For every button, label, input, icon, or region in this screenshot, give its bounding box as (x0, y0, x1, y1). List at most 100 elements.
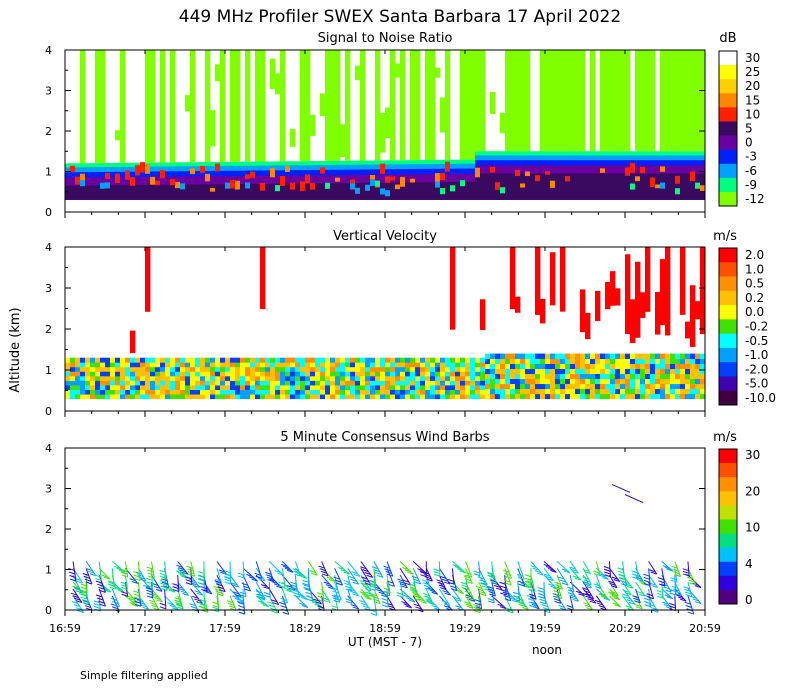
velocity-cell (165, 366, 171, 372)
snr-cell (525, 50, 531, 152)
velocity-cell (565, 353, 571, 360)
velocity-cell (375, 366, 381, 372)
snr-cell (660, 182, 666, 189)
wind-barb-feather (97, 583, 104, 587)
velocity-cell (70, 389, 76, 395)
wind-barb-feather (497, 603, 504, 607)
wind-barb-feather (618, 577, 625, 581)
snr-cell (700, 50, 706, 152)
wind-barb-feather (517, 580, 524, 584)
velocity-cell (145, 389, 151, 395)
velocity-cell (405, 371, 411, 377)
wind-barb-feather (381, 601, 389, 605)
wind-barb-feather (269, 578, 276, 582)
wind-barb-feather (567, 589, 575, 593)
wind-barb-feather (666, 596, 673, 600)
wind-barb-feather (584, 604, 592, 608)
velocity-cell (235, 375, 241, 381)
velocity-cell (670, 358, 676, 365)
snr-cell (65, 185, 71, 200)
wind-barb-feather (80, 590, 87, 594)
wind-barb-feather (255, 575, 262, 579)
wind-barb-feather (229, 605, 236, 609)
velocity-cell (570, 368, 576, 375)
velocity-cell (125, 357, 131, 363)
velocity-cell (610, 378, 616, 385)
wind-barb-feather (561, 582, 569, 586)
velocity-cell (65, 366, 71, 372)
velocity-cell (515, 363, 521, 370)
velocity-cell (360, 385, 366, 390)
wind-barb-feather (281, 563, 288, 567)
wind-barb (124, 567, 139, 584)
snr-cell (135, 185, 141, 200)
colorbar-swatch (719, 135, 737, 151)
velocity-cell (630, 373, 636, 380)
wind-barb-feather (353, 573, 361, 577)
velocity-cell (660, 353, 666, 360)
velocity-cell (395, 357, 401, 363)
velocity-cell (690, 358, 696, 365)
snr-cell (640, 173, 646, 200)
wind-barb-feather (80, 593, 87, 597)
wind-barb-feather (255, 590, 263, 594)
velocity-cell (85, 375, 91, 381)
velocity-cell (200, 375, 206, 381)
wind-barb (347, 575, 353, 592)
wind-barb-feather (420, 571, 427, 575)
velocity-cell (440, 366, 446, 372)
wind-barb (373, 588, 381, 604)
wind-barb-feather (216, 590, 223, 594)
wind-barb (347, 568, 360, 585)
snr-cell (230, 50, 236, 162)
colorbar-label: 10 (745, 107, 760, 121)
velocity-cell (195, 366, 201, 372)
wind-barb-feather (329, 578, 336, 582)
wind-barb-feather (212, 606, 219, 610)
velocity-cell (580, 388, 586, 395)
velocity-cell (475, 389, 481, 395)
snr-cell (95, 50, 101, 164)
wind-barb-feather (461, 584, 468, 588)
snr-cell (320, 183, 326, 200)
wind-barb-feather (643, 583, 651, 586)
wind-barb-feather (673, 588, 680, 592)
colorbar-label: 0 (745, 593, 753, 607)
wind-barb-feather (587, 598, 594, 602)
velocity-cell (95, 362, 101, 368)
wind-barb (386, 568, 396, 587)
snr-cell (270, 183, 276, 200)
wind-barb-feather (82, 601, 89, 605)
wind-barb-feather (543, 563, 550, 567)
wind-barb-feather (409, 586, 416, 590)
wind-barb-feather (526, 594, 534, 598)
snr-cell (655, 184, 661, 189)
wind-barb-feather (657, 595, 664, 599)
velocity-cell (305, 389, 311, 395)
velocity-cell (615, 353, 621, 360)
snr-cell (305, 50, 311, 162)
velocity-cell (195, 375, 201, 381)
velocity-cell (310, 394, 316, 400)
snr-cell (300, 183, 306, 200)
velocity-cell (595, 290, 601, 322)
velocity-cell (465, 389, 471, 395)
velocity-cell (400, 389, 406, 395)
velocity-cell (430, 362, 436, 368)
velocity-cell (555, 393, 561, 400)
velocity-cell (110, 385, 116, 390)
velocity-cell (540, 388, 546, 395)
wind-barb (347, 581, 359, 597)
wind-barb-feather (369, 585, 376, 589)
wind-barb-feather (333, 599, 340, 603)
velocity-cell (125, 366, 131, 372)
velocity-cell (340, 357, 346, 363)
wind-barb-feather (146, 595, 154, 599)
wind-barb-feather (423, 584, 430, 588)
wind-barb (608, 561, 611, 577)
snr-cell (175, 181, 181, 189)
wind-barb-feather (441, 600, 449, 604)
velocity-cell (535, 363, 541, 370)
wind-barb-feather (80, 586, 88, 590)
velocity-cell (655, 378, 661, 385)
